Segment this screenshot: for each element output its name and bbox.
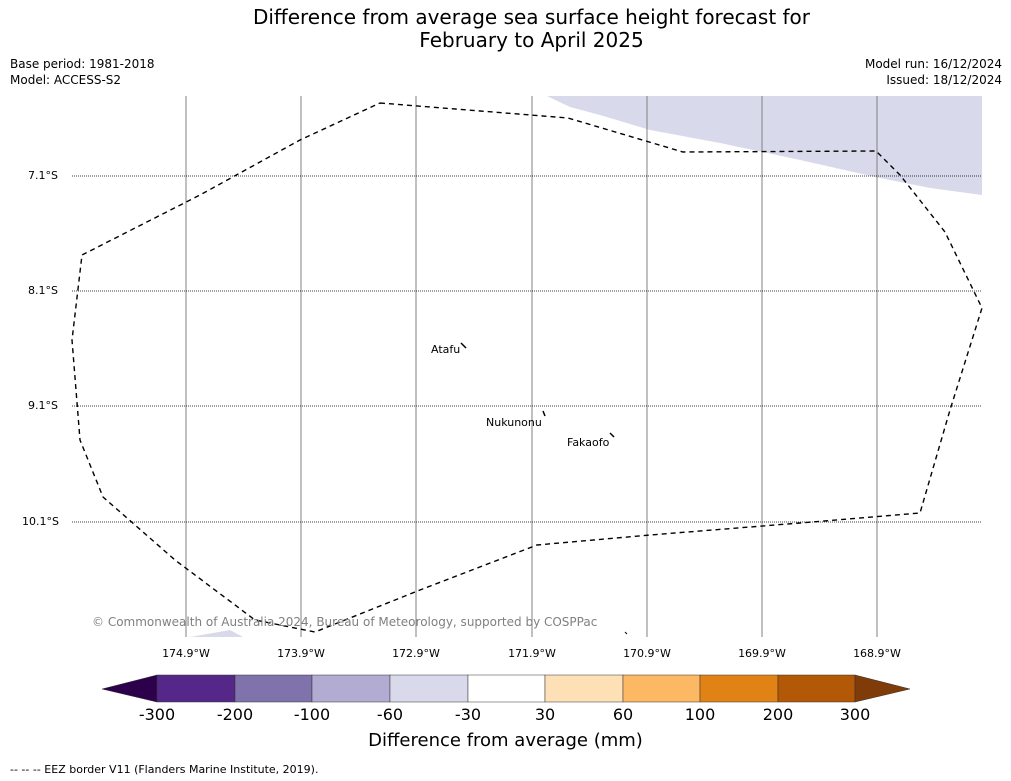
colorbar-tick: -30 <box>454 705 482 724</box>
model-run: Model run: 16/12/2024 <box>864 57 1002 71</box>
colorbar-segment <box>389 674 469 703</box>
colorbar-tick: -300 <box>138 705 176 724</box>
colorbar-segment <box>467 674 546 703</box>
lat-label: 9.1°S <box>28 399 58 412</box>
meta-left: Base period: 1981-2018 Model: ACCESS-S2 <box>10 56 155 88</box>
colorbar-segment <box>311 674 391 703</box>
lon-label: 173.9°W <box>277 647 325 660</box>
model-name: Model: ACCESS-S2 <box>10 73 122 87</box>
colorbar-tick: -200 <box>216 705 254 724</box>
copyright-notice: © Commonwealth of Australia 2024, Bureau… <box>92 615 598 629</box>
colorbar-tick: -100 <box>293 705 331 724</box>
place-label-nukunonu: Nukunonu <box>486 416 542 429</box>
colorbar-tick: -60 <box>376 705 404 724</box>
anomaly-shading-southwest <box>190 630 243 637</box>
colorbar-segment <box>544 674 624 703</box>
colorbar-tick: 60 <box>612 705 634 724</box>
issued-date: Issued: 18/12/2024 <box>886 73 1002 87</box>
map-title: Difference from average sea surface heig… <box>0 6 1011 52</box>
colorbar-tick: 30 <box>534 705 556 724</box>
nukunonu-atoll-icon <box>542 410 546 417</box>
fakaofo-atoll-icon <box>609 432 615 438</box>
lat-label: 10.1°S <box>22 515 59 528</box>
latitude-gridlines <box>72 175 982 523</box>
place-label-fakaofo: Fakaofo <box>567 436 610 449</box>
lon-label: 174.9°W <box>162 647 210 660</box>
colorbar-segment <box>699 674 779 703</box>
title-line-1: Difference from average sea surface heig… <box>252 5 811 29</box>
lon-label: 171.9°W <box>508 647 556 660</box>
atafu-atoll-icon <box>460 342 467 349</box>
lon-label: 168.9°W <box>853 647 901 660</box>
colorbar-tick: 300 <box>839 705 871 724</box>
eez-legend-text: -- -- -- EEZ border V11 (Flanders Marine… <box>10 763 319 776</box>
anomaly-shading-northeast <box>547 96 982 195</box>
colorbar-label: Difference from average (mm) <box>368 730 643 751</box>
colorbar-segment <box>156 674 236 703</box>
lon-label: 169.9°W <box>738 647 786 660</box>
colorbar-segment <box>622 674 701 703</box>
lon-label: 172.9°W <box>392 647 440 660</box>
place-label-atafu: Atafu <box>431 343 461 356</box>
eez-border <box>71 102 983 633</box>
colorbar-tick: 100 <box>684 705 716 724</box>
meta-right: Model run: 16/12/2024 Issued: 18/12/2024 <box>865 56 1002 88</box>
colorbar-tick: 200 <box>762 705 794 724</box>
colorbar-segment <box>777 674 856 703</box>
colorbar <box>101 674 911 703</box>
lat-label: 7.1°S <box>28 169 58 182</box>
colorbar-extend-low <box>101 674 158 703</box>
lat-label: 8.1°S <box>28 284 58 297</box>
title-line-2: February to April 2025 <box>419 28 644 52</box>
small-islet-icon <box>624 631 628 635</box>
lon-label: 170.9°W <box>623 647 671 660</box>
colorbar-segment <box>234 674 313 703</box>
base-period: Base period: 1981-2018 <box>10 57 155 71</box>
longitude-gridlines <box>185 96 878 637</box>
colorbar-extend-high <box>854 674 911 703</box>
